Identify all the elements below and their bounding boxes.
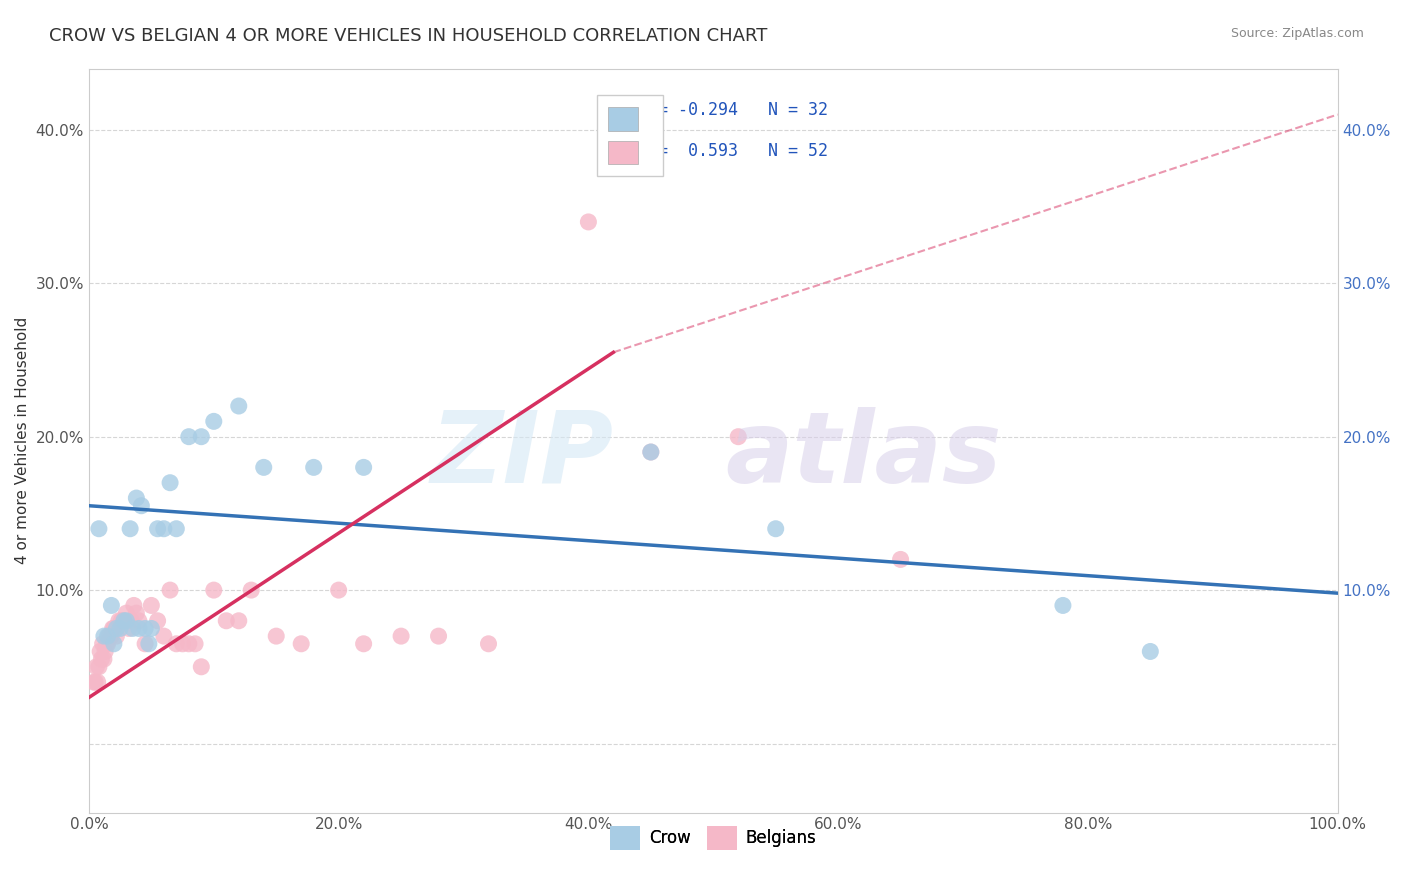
Point <box>125 491 148 505</box>
Point <box>165 522 187 536</box>
Point <box>115 606 138 620</box>
Point <box>112 614 135 628</box>
Point <box>328 583 350 598</box>
Point <box>93 629 115 643</box>
Point <box>202 583 225 598</box>
Point <box>120 614 142 628</box>
Point <box>100 629 122 643</box>
Point <box>253 460 276 475</box>
Point <box>240 583 263 598</box>
Point <box>105 629 128 643</box>
Point <box>389 629 412 643</box>
Point <box>97 629 120 643</box>
Point <box>228 614 250 628</box>
Point <box>105 622 128 636</box>
Point <box>97 637 120 651</box>
Point <box>112 614 135 628</box>
Y-axis label: 4 or more Vehicles in Household: 4 or more Vehicles in Household <box>15 317 30 564</box>
Point <box>215 614 238 628</box>
Point <box>159 475 181 490</box>
Point <box>110 614 132 628</box>
Point <box>91 637 114 651</box>
Point <box>86 675 108 690</box>
Point <box>159 583 181 598</box>
Point <box>128 622 150 636</box>
Point <box>890 552 912 566</box>
Point <box>427 629 450 643</box>
Point <box>177 430 200 444</box>
Point <box>87 660 110 674</box>
Point <box>727 430 749 444</box>
Point <box>134 637 156 651</box>
Point <box>353 637 375 651</box>
Text: ZIP: ZIP <box>430 407 613 504</box>
Point <box>190 430 212 444</box>
Point <box>153 522 176 536</box>
Point <box>165 637 187 651</box>
Point <box>128 614 150 628</box>
Point <box>1139 644 1161 658</box>
Point <box>190 660 212 674</box>
Point <box>477 637 499 651</box>
Point <box>640 445 662 459</box>
Point <box>86 660 108 674</box>
Point <box>146 522 169 536</box>
Point <box>108 622 131 636</box>
Point <box>103 637 125 651</box>
Point <box>640 445 662 459</box>
Point <box>765 522 787 536</box>
Point <box>228 399 250 413</box>
Point <box>84 675 107 690</box>
Point <box>177 637 200 651</box>
Point <box>131 499 153 513</box>
Point <box>96 637 118 651</box>
Point <box>138 637 160 651</box>
Point <box>90 652 112 666</box>
Point <box>141 599 163 613</box>
Point <box>100 599 122 613</box>
Point <box>1052 599 1074 613</box>
Point <box>108 614 131 628</box>
Point <box>353 460 375 475</box>
Text: atlas: atlas <box>725 407 1001 504</box>
Point <box>184 637 207 651</box>
Text: CROW VS BELGIAN 4 OR MORE VEHICLES IN HOUSEHOLD CORRELATION CHART: CROW VS BELGIAN 4 OR MORE VEHICLES IN HO… <box>49 27 768 45</box>
Point <box>97 629 120 643</box>
Point <box>122 599 145 613</box>
Point <box>290 637 312 651</box>
Point <box>98 629 121 643</box>
Point <box>141 622 163 636</box>
Point <box>202 414 225 428</box>
Point <box>172 637 194 651</box>
Point <box>93 652 115 666</box>
Point <box>302 460 325 475</box>
Point <box>115 614 138 628</box>
Point <box>134 622 156 636</box>
Legend: Crow, Belgians: Crow, Belgians <box>603 820 823 856</box>
Point <box>576 215 599 229</box>
Point <box>264 629 287 643</box>
Point <box>87 522 110 536</box>
Point <box>125 606 148 620</box>
Text: R = -0.294   N = 32: R = -0.294 N = 32 <box>638 101 828 119</box>
Text: R =  0.593   N = 52: R = 0.593 N = 52 <box>638 142 828 161</box>
Point <box>101 622 124 636</box>
Point <box>89 644 111 658</box>
Point <box>118 622 141 636</box>
Text: Source: ZipAtlas.com: Source: ZipAtlas.com <box>1230 27 1364 40</box>
Point <box>121 622 143 636</box>
Point <box>146 614 169 628</box>
Point <box>94 644 117 658</box>
Point <box>103 622 125 636</box>
Point <box>83 675 105 690</box>
Point <box>153 629 176 643</box>
Point <box>120 522 142 536</box>
